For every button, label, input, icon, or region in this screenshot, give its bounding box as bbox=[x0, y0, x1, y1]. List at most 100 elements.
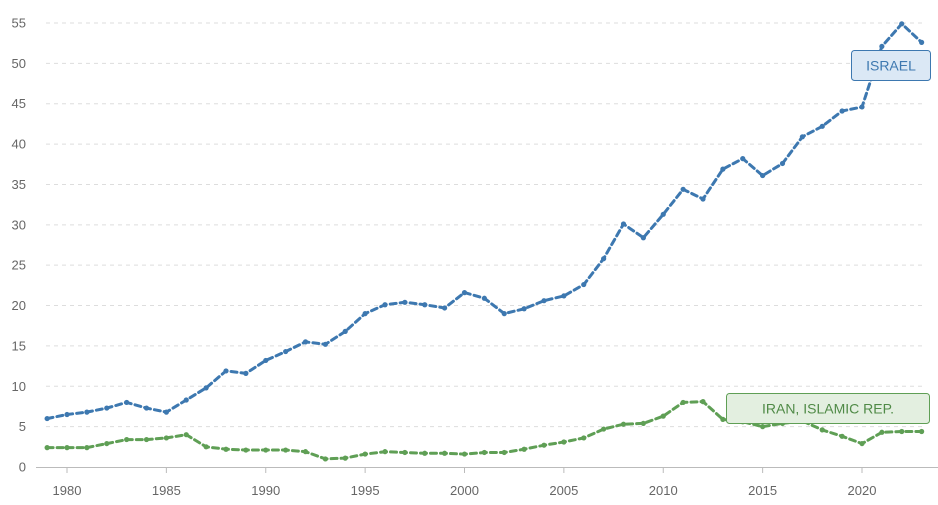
data-point[interactable] bbox=[640, 420, 646, 427]
data-point[interactable] bbox=[124, 399, 130, 406]
data-point[interactable] bbox=[481, 449, 487, 456]
data-point[interactable] bbox=[283, 447, 289, 453]
series-label-israel-text: ISRAEL bbox=[866, 58, 916, 74]
data-point[interactable] bbox=[64, 445, 70, 451]
data-point[interactable] bbox=[561, 439, 567, 445]
data-point[interactable] bbox=[601, 426, 607, 432]
data-point[interactable] bbox=[541, 298, 547, 304]
data-point[interactable] bbox=[362, 451, 368, 457]
data-point[interactable] bbox=[461, 451, 468, 457]
data-point[interactable] bbox=[879, 429, 885, 435]
y-tick-label: 55 bbox=[12, 16, 26, 31]
data-point[interactable] bbox=[442, 450, 448, 456]
data-point[interactable] bbox=[461, 290, 468, 296]
data-point[interactable] bbox=[382, 449, 388, 455]
data-point[interactable] bbox=[223, 368, 229, 374]
data-point[interactable] bbox=[44, 415, 50, 422]
data-point[interactable] bbox=[442, 305, 448, 311]
data-point[interactable] bbox=[561, 293, 567, 299]
data-point[interactable] bbox=[859, 440, 865, 447]
data-point[interactable] bbox=[601, 256, 607, 262]
data-point[interactable] bbox=[839, 433, 845, 439]
data-point[interactable] bbox=[243, 370, 249, 376]
data-point[interactable] bbox=[660, 211, 666, 217]
data-point[interactable] bbox=[223, 446, 229, 452]
data-point[interactable] bbox=[283, 348, 289, 355]
data-point[interactable] bbox=[203, 444, 209, 450]
data-point[interactable] bbox=[183, 397, 189, 403]
x-tick-label: 1985 bbox=[152, 483, 181, 498]
data-point[interactable] bbox=[422, 302, 428, 308]
data-point[interactable] bbox=[720, 416, 726, 422]
data-point[interactable] bbox=[760, 172, 766, 179]
data-point[interactable] bbox=[501, 449, 507, 456]
data-point[interactable] bbox=[422, 450, 428, 456]
data-point[interactable] bbox=[541, 442, 547, 448]
data-point[interactable] bbox=[402, 449, 408, 456]
data-point[interactable] bbox=[919, 39, 925, 45]
data-point[interactable] bbox=[680, 399, 686, 406]
series-label-israel-box bbox=[851, 50, 931, 81]
data-point[interactable] bbox=[740, 156, 746, 162]
series-label-israel[interactable]: ISRAEL bbox=[851, 50, 931, 81]
x-tick-label: 1995 bbox=[351, 483, 380, 498]
data-point[interactable] bbox=[720, 166, 726, 172]
data-point[interactable] bbox=[501, 311, 507, 317]
series-label-iran-box bbox=[726, 393, 930, 424]
data-point[interactable] bbox=[263, 447, 269, 453]
data-point[interactable] bbox=[402, 299, 408, 305]
data-point[interactable] bbox=[899, 428, 905, 435]
data-point[interactable] bbox=[64, 411, 70, 418]
data-point[interactable] bbox=[760, 424, 766, 430]
data-point[interactable] bbox=[302, 449, 309, 455]
data-point[interactable] bbox=[124, 436, 130, 443]
data-point[interactable] bbox=[799, 134, 805, 140]
data-point[interactable] bbox=[263, 357, 269, 364]
data-point[interactable] bbox=[84, 445, 90, 451]
data-point[interactable] bbox=[84, 409, 90, 415]
data-point[interactable] bbox=[839, 108, 845, 114]
data-point[interactable] bbox=[243, 447, 249, 453]
data-point[interactable] bbox=[481, 295, 487, 301]
series-0 bbox=[44, 21, 925, 422]
data-point[interactable] bbox=[899, 21, 905, 27]
data-point[interactable] bbox=[521, 446, 527, 452]
data-point[interactable] bbox=[143, 405, 150, 411]
data-point[interactable] bbox=[700, 399, 706, 405]
data-point[interactable] bbox=[44, 445, 50, 451]
data-point[interactable] bbox=[322, 456, 328, 462]
y-tick-label: 5 bbox=[19, 419, 26, 434]
data-point[interactable] bbox=[819, 427, 825, 433]
data-point[interactable] bbox=[163, 435, 169, 441]
data-point[interactable] bbox=[104, 405, 110, 411]
data-point[interactable] bbox=[819, 123, 825, 129]
data-point[interactable] bbox=[521, 306, 527, 312]
y-tick-label: 0 bbox=[19, 460, 26, 475]
data-point[interactable] bbox=[322, 341, 328, 347]
data-point[interactable] bbox=[620, 421, 627, 427]
data-point[interactable] bbox=[362, 311, 368, 317]
data-point[interactable] bbox=[680, 186, 686, 192]
data-point[interactable] bbox=[342, 328, 348, 334]
data-point[interactable] bbox=[143, 436, 150, 443]
data-point[interactable] bbox=[620, 221, 627, 227]
grid-lines bbox=[46, 22, 922, 428]
data-point[interactable] bbox=[879, 43, 885, 50]
data-point[interactable] bbox=[859, 104, 865, 110]
data-point[interactable] bbox=[640, 235, 646, 241]
data-point[interactable] bbox=[581, 435, 587, 441]
data-point[interactable] bbox=[919, 428, 925, 435]
data-point[interactable] bbox=[779, 160, 786, 167]
data-point[interactable] bbox=[163, 409, 169, 415]
data-point[interactable] bbox=[302, 339, 309, 345]
data-point[interactable] bbox=[700, 196, 706, 202]
series-label-iran[interactable]: IRAN, ISLAMIC REP. bbox=[726, 393, 930, 424]
data-point[interactable] bbox=[581, 281, 587, 288]
data-point[interactable] bbox=[203, 385, 209, 391]
data-point[interactable] bbox=[660, 413, 666, 419]
data-point[interactable] bbox=[104, 440, 110, 447]
data-point[interactable] bbox=[183, 432, 189, 438]
data-point[interactable] bbox=[382, 302, 388, 308]
data-point[interactable] bbox=[342, 455, 348, 461]
x-axis: 1980 1985 1990 1995 2000 2005 2010 2015 2020 bbox=[53, 467, 876, 498]
